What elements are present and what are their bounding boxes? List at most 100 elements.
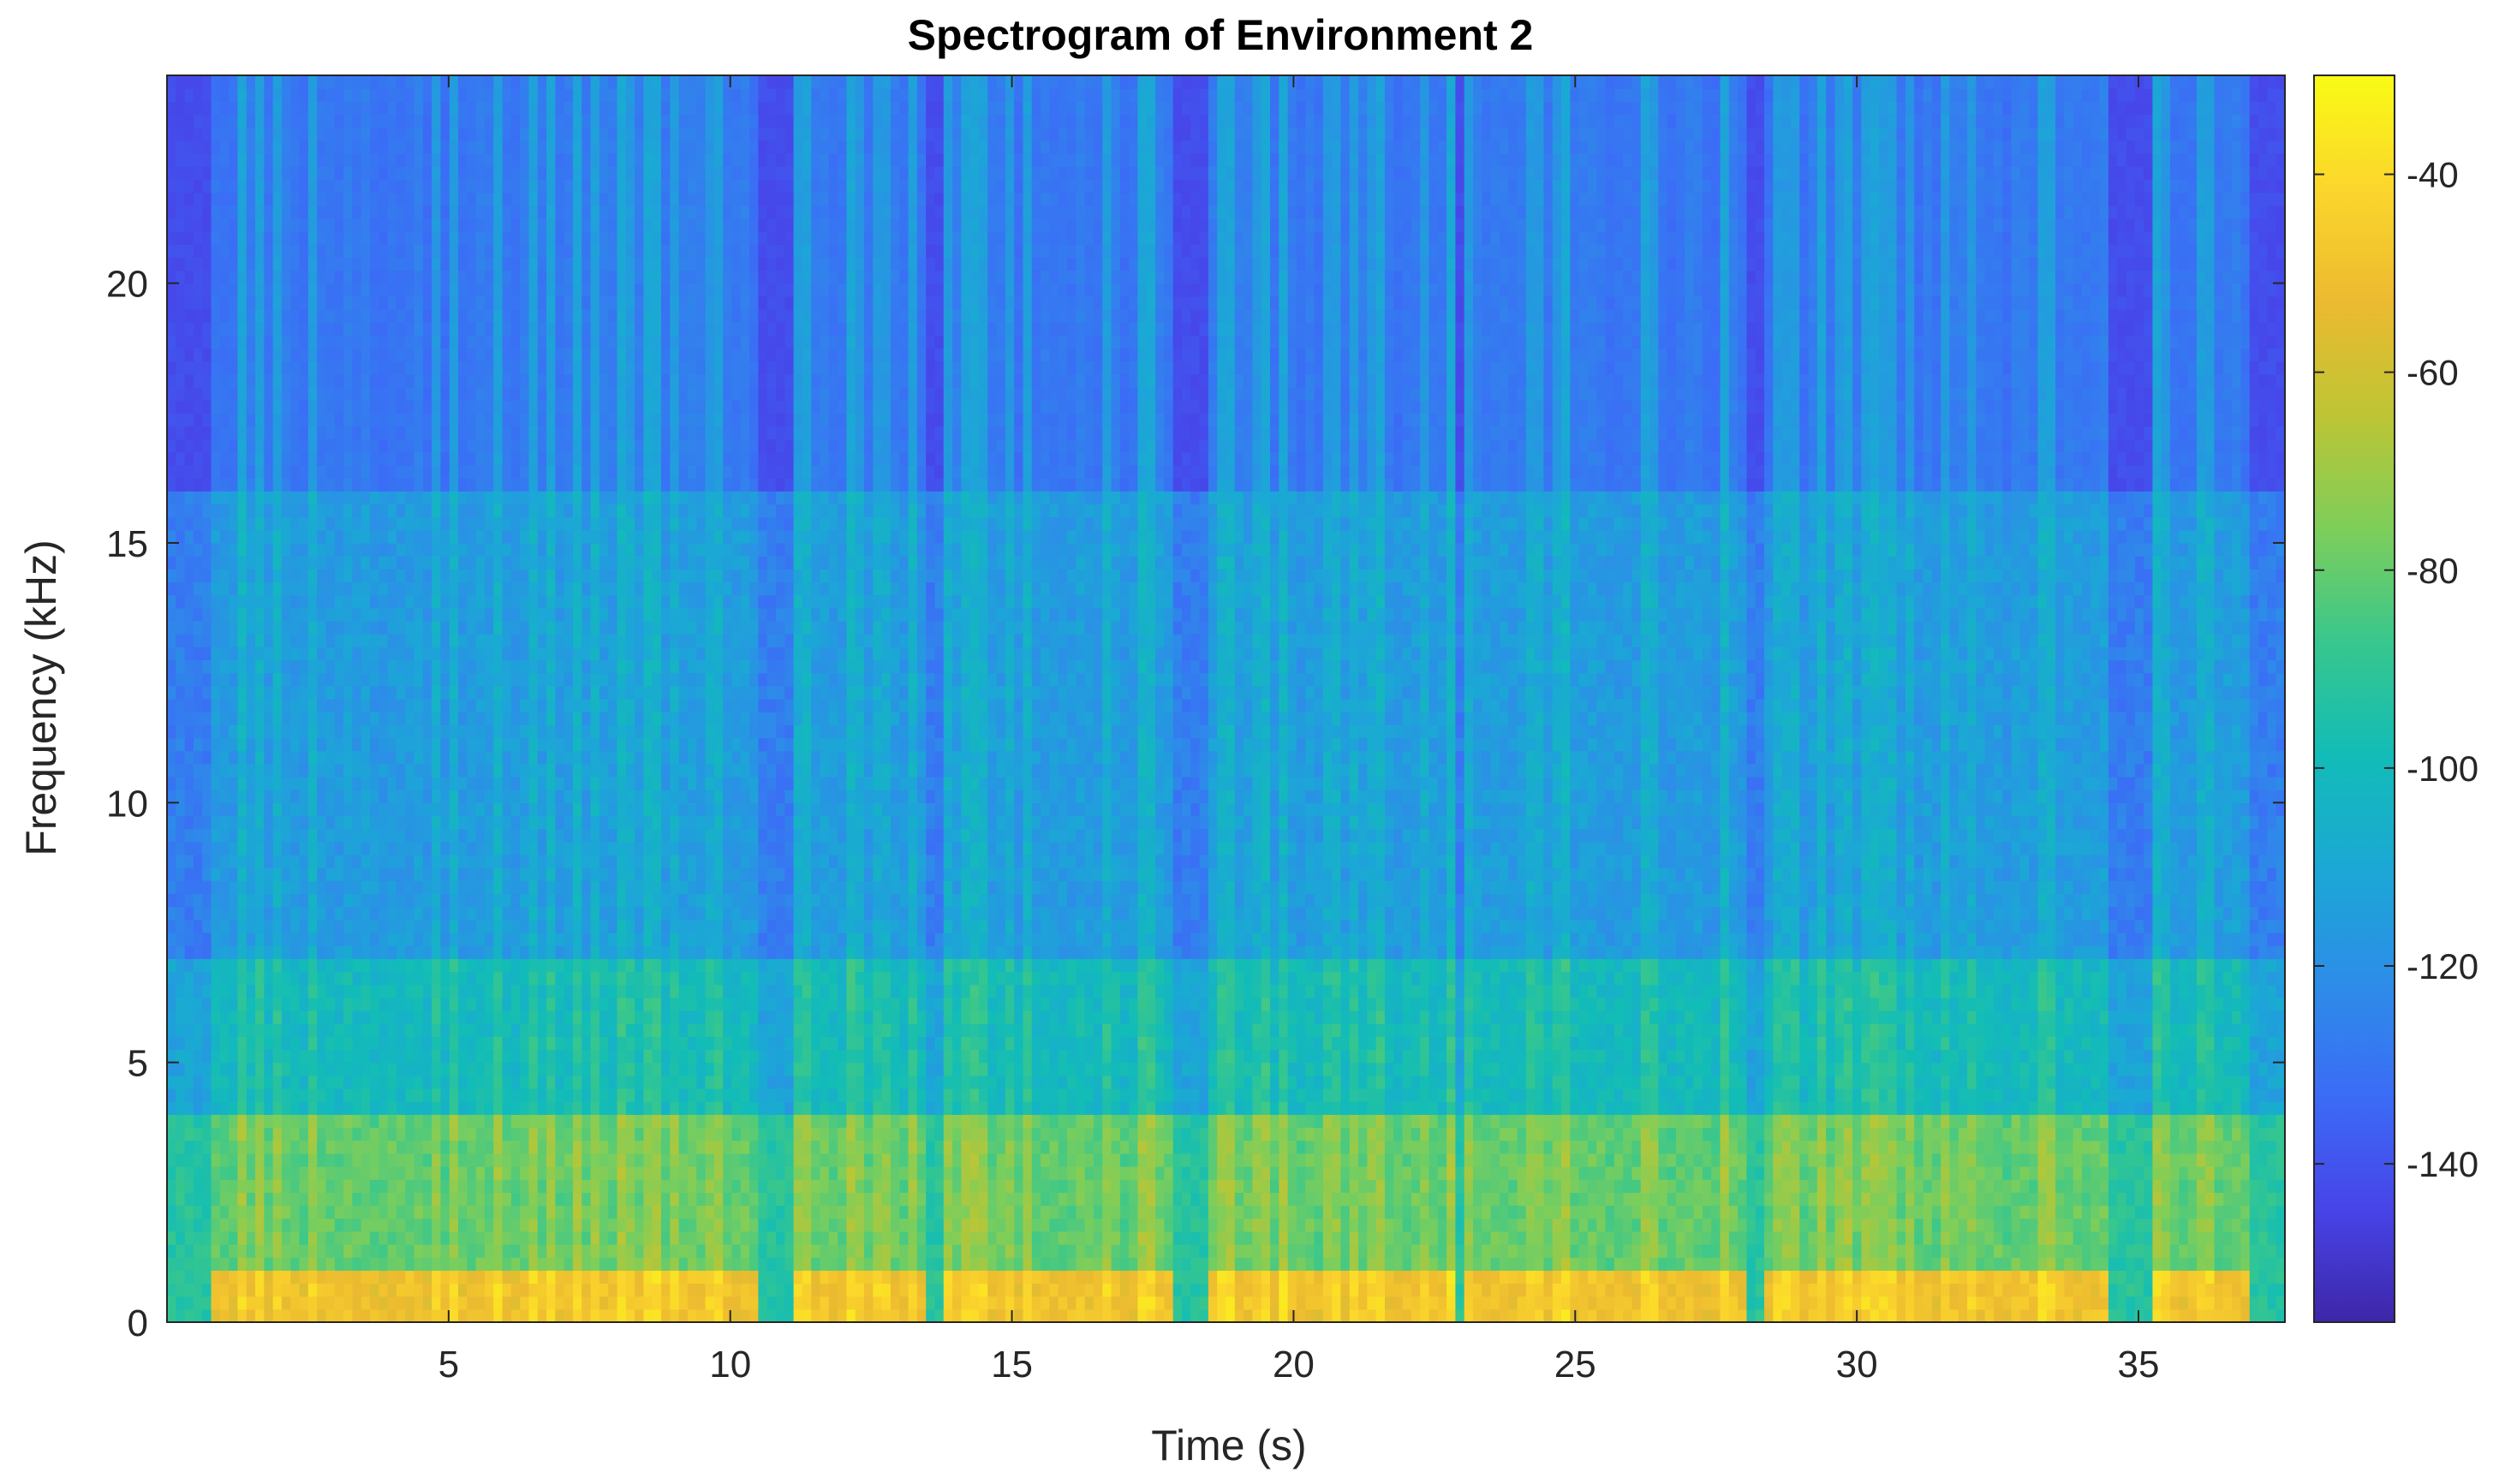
heatmap-cell [167,802,176,817]
heatmap-cell [396,543,406,557]
heatmap-cell [590,1153,600,1167]
heatmap-cell [599,140,609,154]
heatmap-cell [493,529,504,544]
heatmap-cell [343,465,353,479]
heatmap-cell [176,400,186,414]
heatmap-cell [528,933,539,946]
heatmap-cell [325,413,336,427]
heatmap-cell [237,594,248,609]
heatmap-cell [484,790,494,803]
heatmap-cell [229,218,239,232]
heatmap-cell [405,516,415,531]
heatmap-cell [537,413,547,427]
heatmap-cell [449,1244,459,1258]
heatmap-cell [510,1257,521,1271]
heatmap-cell [167,179,176,194]
heatmap-cell [572,1205,582,1219]
heatmap-cell [229,893,239,908]
heatmap-cell [458,127,468,141]
heatmap-cell [229,933,239,946]
heatmap-cell [369,387,379,401]
heatmap-cell [290,295,301,310]
heatmap-cell [414,309,424,323]
heatmap-cell [307,997,318,1011]
heatmap-cell [264,802,274,817]
heatmap-cell [202,724,212,739]
heatmap-cell [458,919,468,933]
heatmap-cell [564,413,574,427]
heatmap-cell [290,413,301,427]
heatmap-cell [307,634,318,647]
heatmap-cell [582,945,592,959]
heatmap-cell [493,192,504,206]
heatmap-cell [475,179,486,194]
heatmap-cell [352,763,362,778]
heatmap-cell [484,1166,494,1180]
heatmap-cell [432,1179,442,1193]
heatmap-cell [414,685,424,700]
heatmap-cell [475,478,486,492]
heatmap-cell [229,1192,239,1207]
heatmap-cell [264,581,274,596]
heatmap-cell [167,867,176,881]
heatmap-cell [396,361,406,375]
heatmap-cell [493,855,504,868]
heatmap-cell [493,1283,504,1297]
heatmap-cell [290,1205,301,1219]
heatmap-cell [493,270,504,284]
heatmap-cell [572,114,582,128]
heatmap-cell [572,855,582,868]
heatmap-cell [352,1179,362,1193]
heatmap-cell [449,257,459,271]
heatmap-cell [387,1036,397,1051]
heatmap-cell [458,426,468,440]
heatmap-cell [334,659,344,674]
heatmap-cell [572,634,582,647]
heatmap-cell [414,790,424,803]
heatmap-cell [387,893,397,908]
heatmap-cell [422,1127,432,1141]
heatmap-cell [440,790,450,803]
heatmap-cell [484,1296,494,1310]
heatmap-cell [352,88,362,102]
heatmap-cell [484,647,494,661]
heatmap-cell [325,270,336,284]
heatmap-cell [555,893,565,908]
heatmap-cell [272,672,283,687]
heatmap-cell [537,205,547,219]
heatmap-cell [317,1127,327,1141]
heatmap-cell [176,737,186,752]
heatmap-cell [546,179,556,194]
heatmap-cell [599,322,609,336]
heatmap-cell [264,361,274,375]
heatmap-cell [281,529,291,544]
heatmap-cell [379,647,389,661]
heatmap-cell [281,413,291,427]
heatmap-cell [361,244,371,258]
heatmap-cell [176,569,186,583]
heatmap-cell [590,906,600,921]
heatmap-cell [564,1062,574,1076]
heatmap-cell [387,724,397,739]
heatmap-cell [582,529,592,544]
heatmap-cell [237,867,248,881]
heatmap-cell [387,1257,397,1271]
heatmap-cell [237,400,248,414]
heatmap-cell [582,750,592,765]
heatmap-cell [502,387,512,401]
heatmap-cell [432,1270,442,1284]
heatmap-cell [528,737,539,752]
heatmap-cell [202,634,212,647]
heatmap-cell [484,218,494,232]
heatmap-cell [440,802,450,817]
heatmap-cell [582,581,592,596]
heatmap-cell [484,426,494,440]
heatmap-cell [343,244,353,258]
heatmap-cell [387,504,397,518]
heatmap-cell [475,1153,486,1167]
heatmap-cell [272,1101,283,1115]
heatmap-cell [520,621,530,635]
heatmap-cell [343,997,353,1011]
heatmap-cell [246,348,256,362]
heatmap-cell [502,192,512,206]
